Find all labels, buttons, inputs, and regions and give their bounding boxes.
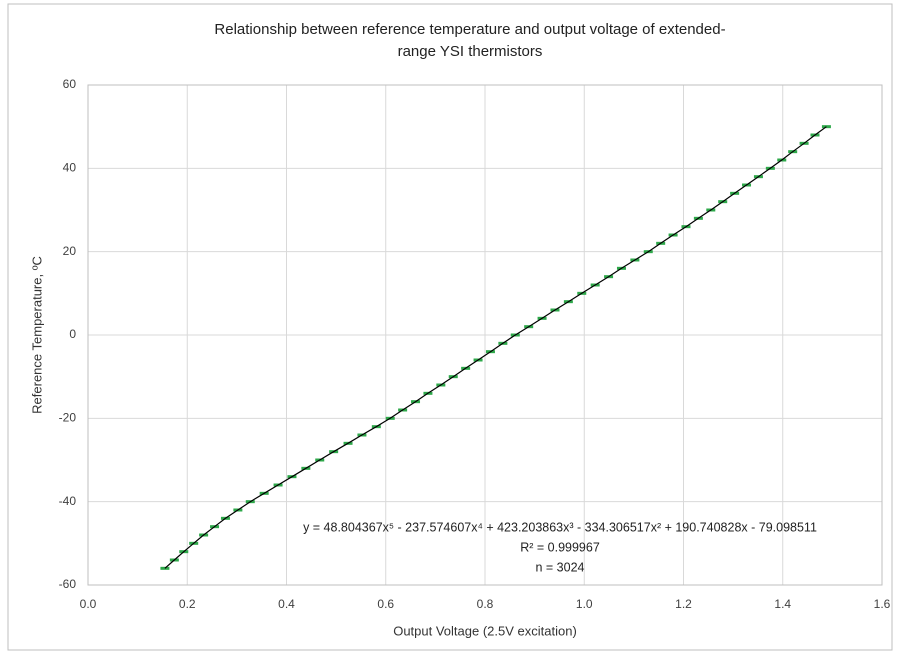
x-tick-label: 1.2 [675,597,692,611]
y-tick-label: -60 [59,577,77,591]
x-tick-label: 0.0 [80,597,97,611]
x-tick-label: 0.4 [278,597,295,611]
x-tick-label: 1.4 [774,597,791,611]
x-tick-label: 0.8 [477,597,494,611]
x-tick-label: 0.2 [179,597,196,611]
y-tick-label: 40 [63,161,77,175]
plot-area [87,84,883,586]
y-tick-label: 60 [63,77,77,91]
annotation: R² = 0.999967 [520,540,600,554]
annotation: n = 3024 [535,560,584,574]
y-tick-label: -40 [59,494,77,508]
x-tick-label: 1.0 [576,597,593,611]
y-tick-label: -20 [59,411,77,425]
annotation: y = 48.804367x⁵ - 237.574607x⁴ + 423.203… [303,520,817,534]
y-tick-label: 20 [63,244,77,258]
chart-frame [7,3,893,651]
chart-title: Relationship between reference temperatu… [214,21,725,38]
x-tick-label: 1.6 [874,597,891,611]
x-axis-label: Output Voltage (2.5V excitation) [393,623,577,638]
y-tick-label: 0 [69,327,76,341]
x-tick-label: 0.6 [377,597,394,611]
y-axis-label: Reference Temperature, ºC [29,256,44,414]
trend-line [164,126,827,569]
chart-title: range YSI thermistors [398,43,543,60]
